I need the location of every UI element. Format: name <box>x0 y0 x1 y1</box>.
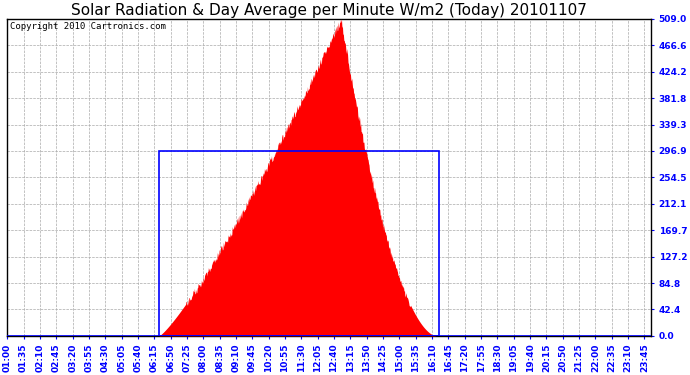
Text: Copyright 2010 Cartronics.com: Copyright 2010 Cartronics.com <box>10 22 166 31</box>
Bar <box>159 151 439 336</box>
Title: Solar Radiation & Day Average per Minute W/m2 (Today) 20101107: Solar Radiation & Day Average per Minute… <box>71 3 587 18</box>
